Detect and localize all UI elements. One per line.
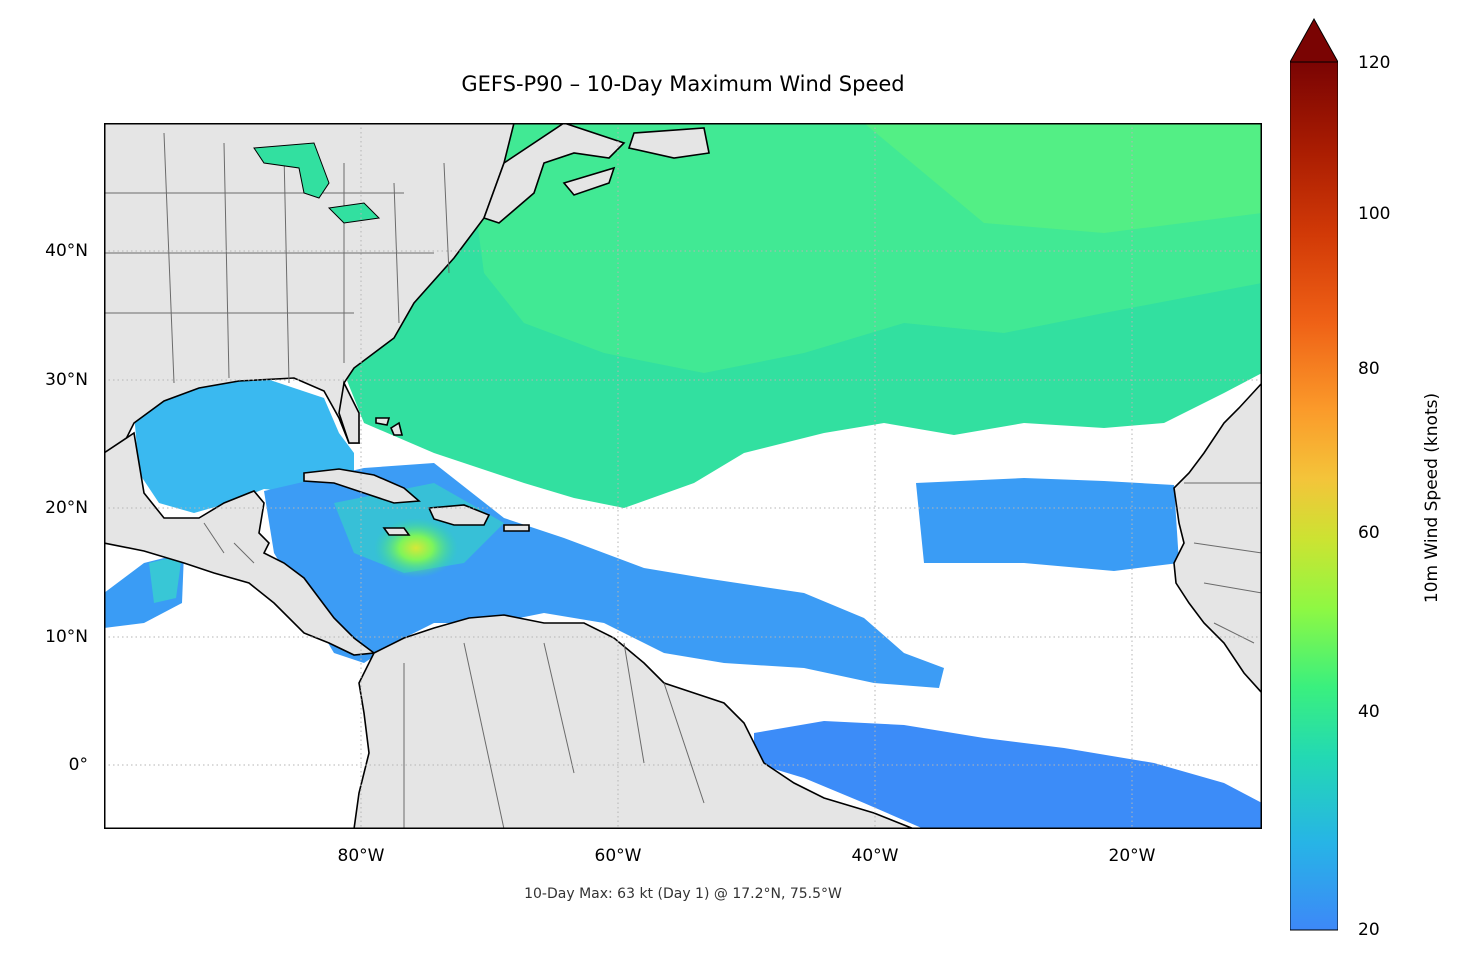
lon-label-20w: 20°W xyxy=(1108,846,1156,866)
lon-label-60w: 60°W xyxy=(594,846,642,866)
colorbar-tick-40: 40 xyxy=(1358,702,1380,722)
wind-field-east-band xyxy=(916,478,1179,571)
wind-field-gulf xyxy=(134,373,354,513)
great-lakes xyxy=(253,142,381,224)
colorbar-gradient xyxy=(1289,61,1339,931)
south-america-land xyxy=(353,614,915,829)
africa-land xyxy=(1173,381,1262,695)
colorbar-tick-120: 120 xyxy=(1358,53,1391,73)
lat-label-20n: 20°N xyxy=(45,498,88,518)
lat-label-30n: 30°N xyxy=(45,370,88,390)
gridlines xyxy=(104,123,1262,829)
hispaniola-land xyxy=(427,504,491,526)
wind-map xyxy=(104,123,1262,829)
map-border xyxy=(104,123,1262,829)
colorbar-tick-100: 100 xyxy=(1358,204,1391,224)
borders xyxy=(104,132,1262,829)
lat-label-0: 0° xyxy=(68,755,88,775)
max-wind-footnote: 10-Day Max: 63 kt (Day 1) @ 17.2°N, 75.5… xyxy=(524,886,842,902)
colorbar-label: 10m Wind Speed (knots) xyxy=(1422,392,1442,604)
central-america-land xyxy=(104,431,377,656)
colorbar-tick-60: 60 xyxy=(1358,523,1380,543)
colorbar-tick-20: 20 xyxy=(1358,920,1380,940)
map-title: GEFS-P90 – 10-Day Maximum Wind Speed xyxy=(461,72,905,96)
colorbar-tick-80: 80 xyxy=(1358,359,1380,379)
lat-label-40n: 40°N xyxy=(45,241,88,261)
cuba-land xyxy=(303,468,421,504)
lat-label-10n: 10°N xyxy=(45,627,88,647)
lon-label-40w: 40°W xyxy=(851,846,899,866)
wind-field-equatorial xyxy=(754,721,1262,829)
lon-label-80w: 80°W xyxy=(337,846,385,866)
land xyxy=(104,123,1262,829)
colorbar xyxy=(1289,17,1344,931)
colorbar-extend-arrow xyxy=(1289,17,1339,63)
